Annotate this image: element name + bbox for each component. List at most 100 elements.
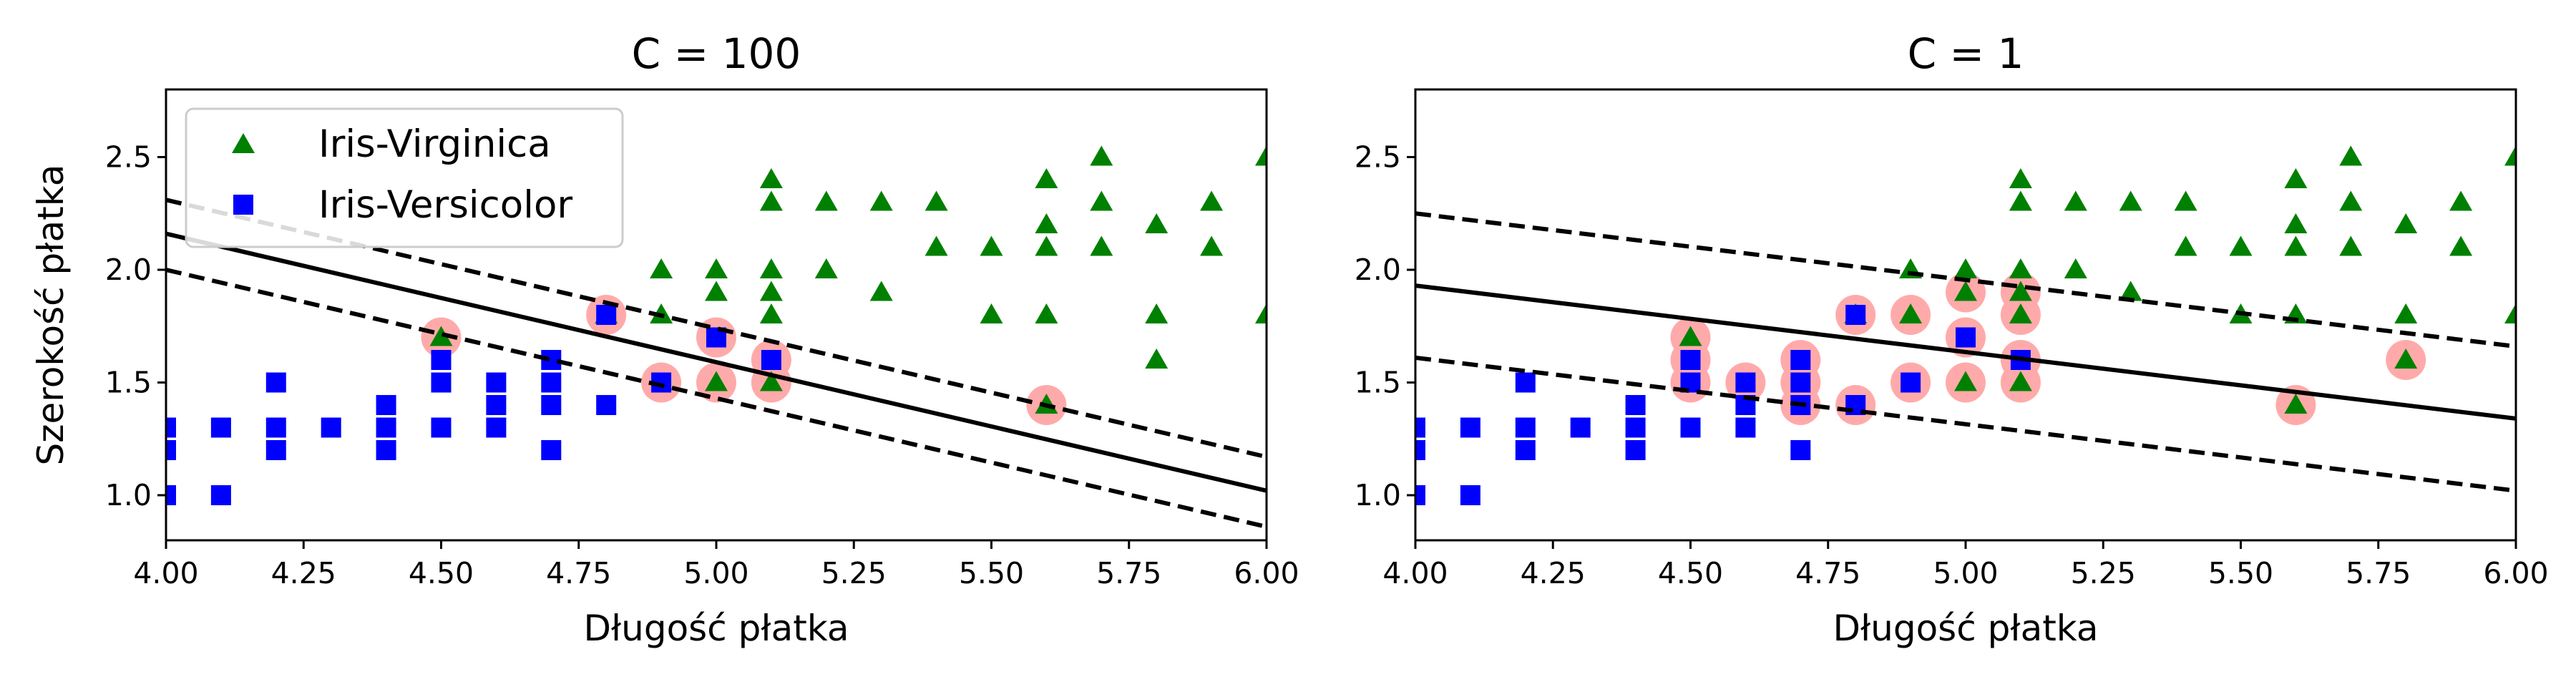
data-points bbox=[166, 145, 1267, 505]
virginica-point bbox=[2009, 190, 2032, 211]
decision-lines bbox=[166, 198, 1267, 530]
versicolor-point bbox=[1515, 372, 1536, 393]
legend: Iris-Virginica Iris-Versicolor bbox=[185, 107, 624, 248]
x-ticks: 4.00 4.25 4.50 4.75 5.00 5.25 5.50 5.75 6.00 bbox=[133, 540, 1299, 590]
x-tick-label: 4.00 bbox=[1382, 556, 1448, 590]
decision-boundary-line bbox=[166, 231, 1267, 493]
virginica-point bbox=[2394, 213, 2418, 233]
virginica-point bbox=[2394, 349, 2418, 369]
x-tick-label: 4.50 bbox=[1658, 556, 1723, 590]
versicolor-point bbox=[166, 485, 176, 505]
virginica-point bbox=[869, 190, 893, 211]
virginica-point bbox=[1200, 190, 1224, 211]
virginica-point bbox=[429, 326, 453, 346]
virginica-point bbox=[2339, 190, 2363, 211]
virginica-point bbox=[2064, 190, 2087, 211]
virginica-point bbox=[2119, 190, 2142, 211]
virginica-point bbox=[2009, 258, 2032, 278]
x-tick-label: 5.25 bbox=[821, 556, 887, 590]
versicolor-point bbox=[486, 372, 507, 393]
y-tick-label: 2.5 bbox=[105, 140, 152, 175]
y-tick-label: 1.5 bbox=[105, 366, 152, 400]
legend-label-virginica: Iris-Virginica bbox=[318, 122, 551, 166]
virginica-point bbox=[1255, 303, 1267, 323]
data-points bbox=[1415, 145, 2516, 505]
virginica-point bbox=[1679, 326, 1702, 346]
virginica-point bbox=[924, 235, 948, 256]
y-ticks: 1.0 1.5 2.0 2.5 bbox=[105, 140, 166, 512]
x-tick-label: 5.75 bbox=[1096, 556, 1161, 590]
plot-frame bbox=[1414, 88, 2517, 542]
x-tick-label: 5.00 bbox=[683, 556, 748, 590]
x-axis-label: Długość płatka bbox=[1833, 608, 2098, 649]
versicolor-point bbox=[166, 440, 176, 460]
virginica-point bbox=[1954, 258, 1977, 278]
virginica-point bbox=[705, 258, 728, 278]
x-tick-label: 4.50 bbox=[409, 556, 474, 590]
virginica-point bbox=[1899, 303, 1923, 323]
virginica-point bbox=[2009, 281, 2032, 301]
versicolor-point bbox=[1790, 372, 1811, 393]
versicolor-point bbox=[541, 440, 562, 460]
x-tick-label: 4.00 bbox=[133, 556, 198, 590]
versicolor-point bbox=[210, 485, 231, 505]
virginica-point bbox=[759, 168, 783, 188]
versicolor-point bbox=[1790, 440, 1811, 460]
versicolor-point bbox=[431, 417, 452, 438]
virginica-point bbox=[1954, 371, 1977, 391]
virginica-point bbox=[1145, 349, 1169, 369]
x-tick-label: 6.00 bbox=[2483, 556, 2548, 590]
y-axis-label: Szerokość płatka bbox=[30, 165, 72, 466]
versicolor-point bbox=[265, 417, 286, 438]
virginica-point bbox=[2339, 235, 2363, 256]
virginica-point bbox=[980, 235, 1003, 256]
versicolor-point bbox=[376, 440, 396, 460]
x-tick-label: 4.75 bbox=[546, 556, 611, 590]
virginica-point bbox=[2229, 235, 2253, 256]
virginica-point bbox=[2449, 190, 2473, 211]
y-tick-label: 1.0 bbox=[1355, 478, 1401, 512]
virginica-point bbox=[924, 190, 948, 211]
versicolor-point bbox=[596, 305, 617, 325]
virginica-point bbox=[2284, 168, 2308, 188]
x-tick-label: 5.50 bbox=[959, 556, 1024, 590]
versicolor-point bbox=[265, 372, 286, 393]
virginica-point bbox=[2064, 258, 2087, 278]
y-tick-label: 2.0 bbox=[105, 253, 152, 287]
chart-panel-c1: C = 1 1.0 1.5 2.0 2.5 4.00 4.25 4.50 4.75 5.00 5… bbox=[1355, 29, 2549, 649]
versicolor-point bbox=[321, 417, 341, 438]
virginica-point bbox=[2174, 190, 2197, 211]
x-tick-label: 5.25 bbox=[2071, 556, 2136, 590]
versicolor-point bbox=[1735, 417, 1756, 438]
x-ticks: 4.00 4.25 4.50 4.75 5.00 5.25 5.50 5.75 6.00 bbox=[1382, 540, 2549, 590]
virginica-point bbox=[1035, 168, 1058, 188]
versicolor-point bbox=[1460, 485, 1480, 505]
virginica-point bbox=[814, 190, 838, 211]
virginica-point bbox=[1255, 145, 1267, 166]
x-tick-label: 4.25 bbox=[271, 556, 336, 590]
versicolor-point bbox=[431, 372, 452, 393]
virginica-point bbox=[2174, 235, 2197, 256]
virginica-point bbox=[1145, 213, 1169, 233]
virginica-point bbox=[1035, 303, 1058, 323]
virginica-point bbox=[2009, 303, 2032, 323]
x-axis-label: Długość płatka bbox=[583, 608, 849, 649]
x-tick-label: 5.75 bbox=[2346, 556, 2411, 590]
versicolor-point bbox=[541, 395, 562, 415]
y-tick-label: 2.0 bbox=[1355, 253, 1401, 287]
plot-frame bbox=[165, 88, 1268, 542]
virginica-point bbox=[1200, 235, 1224, 256]
virginica-point bbox=[2394, 303, 2418, 323]
versicolor-point bbox=[596, 395, 617, 415]
virginica-point bbox=[759, 281, 783, 301]
y-tick-label: 1.0 bbox=[105, 478, 152, 512]
virginica-point bbox=[1090, 190, 1113, 211]
virginica-point bbox=[869, 281, 893, 301]
virginica-point bbox=[1145, 303, 1169, 323]
versicolor-point bbox=[1415, 485, 1425, 505]
decision-lines bbox=[1415, 211, 2516, 493]
virginica-point bbox=[1035, 213, 1058, 233]
versicolor-point bbox=[1415, 440, 1425, 460]
virginica-point bbox=[1090, 235, 1113, 256]
